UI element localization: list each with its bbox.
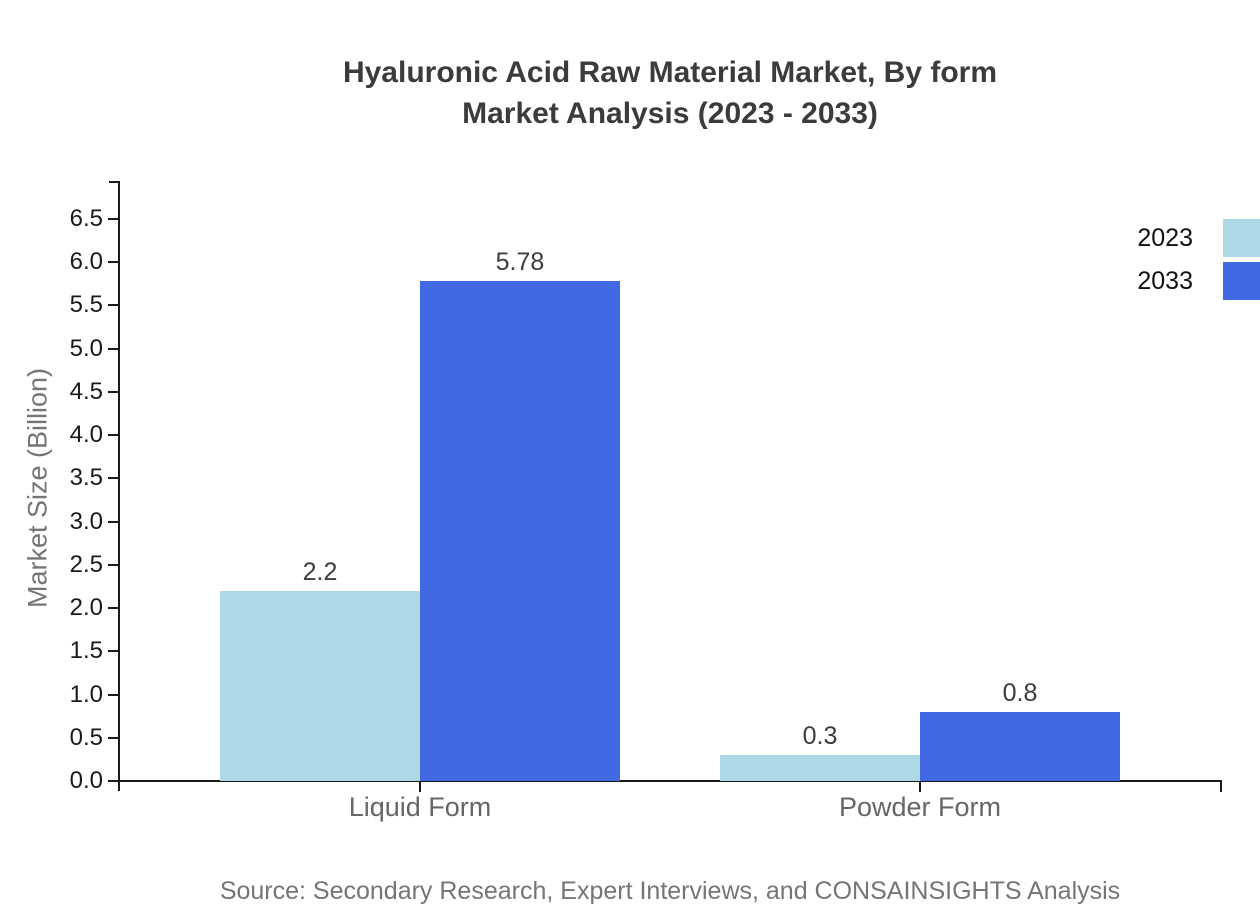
legend-row-2033: 2033 (1137, 262, 1260, 300)
y-tick (108, 780, 118, 782)
y-tick-label: 3.5 (69, 464, 103, 492)
y-tick-label: 3.0 (69, 507, 103, 535)
x-axis-spine (118, 780, 1222, 782)
x-tick (419, 782, 421, 792)
bar-value-label: 0.8 (1002, 678, 1038, 707)
legend: 2023 2033 (1137, 219, 1260, 305)
legend-row-2023: 2023 (1137, 219, 1260, 257)
y-axis-spine (118, 181, 120, 791)
source-attribution: Source: Secondary Research, Expert Inter… (219, 877, 1121, 905)
y-tick (108, 520, 118, 523)
y-tick (108, 607, 118, 610)
bar-2033-liquid-form (420, 281, 620, 781)
y-tick-label: 5.0 (69, 334, 103, 362)
y-tick-label: 5.5 (69, 291, 103, 319)
bar-value-label: 5.78 (495, 248, 545, 277)
y-tick (108, 218, 118, 220)
legend-label-2033: 2033 (1137, 266, 1193, 295)
y-tick-label: 4.5 (69, 377, 103, 405)
chart-title-line2: Market Analysis (2023 - 2033) (462, 97, 878, 130)
y-tick-label: 0.0 (69, 767, 103, 794)
legend-swatch-2023 (1223, 219, 1260, 257)
y-tick (108, 693, 118, 696)
bar-2033-powder-form (920, 711, 1120, 781)
y-axis-top-cap (109, 181, 119, 183)
y-tick (108, 434, 118, 437)
chart-title: Hyaluronic Acid Raw Material Market, By … (80, 52, 1260, 134)
bar-value-label: 2.2 (302, 557, 338, 586)
y-tick-label: 0.5 (69, 723, 103, 751)
x-category-label-liquid-form: Liquid Form (348, 792, 492, 822)
y-tick-label: 1.5 (69, 637, 103, 665)
bar-2023-liquid-form (220, 590, 420, 781)
y-tick-label: 4.0 (69, 421, 103, 449)
x-category-label-powder-form: Powder Form (838, 792, 1002, 822)
y-tick (108, 563, 118, 566)
y-tick (108, 304, 118, 307)
y-tick (108, 650, 118, 653)
legend-swatch-2033 (1223, 262, 1260, 300)
y-tick-label: 2.5 (69, 550, 103, 578)
y-tick-label: 6.0 (69, 248, 103, 276)
y-tick (108, 736, 118, 739)
chart-title-line1: Hyaluronic Acid Raw Material Market, By … (342, 56, 998, 89)
y-tick (108, 261, 118, 264)
bar-value-label: 0.3 (802, 722, 838, 751)
x-tick (919, 782, 921, 792)
x-axis-right-cap (1220, 780, 1222, 792)
y-tick (108, 347, 118, 350)
bar-2023-powder-form (720, 755, 920, 781)
legend-label-2023: 2023 (1137, 223, 1193, 252)
y-tick-label: 6.5 (69, 205, 103, 232)
y-tick (108, 390, 118, 393)
y-tick-label: 1.0 (69, 680, 103, 708)
y-tick (108, 477, 118, 480)
y-tick-label: 2.0 (69, 594, 103, 622)
